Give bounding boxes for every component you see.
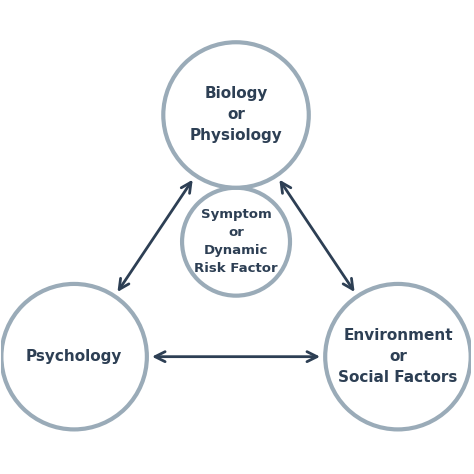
Text: Environment
or
Social Factors: Environment or Social Factors: [338, 328, 457, 385]
Circle shape: [164, 42, 309, 188]
Text: Biology
or
Physiology: Biology or Physiology: [190, 86, 283, 144]
Circle shape: [325, 284, 471, 429]
Circle shape: [1, 284, 147, 429]
Text: Psychology: Psychology: [26, 349, 122, 364]
Circle shape: [182, 188, 290, 296]
Text: Symptom
or
Dynamic
Risk Factor: Symptom or Dynamic Risk Factor: [194, 208, 278, 275]
